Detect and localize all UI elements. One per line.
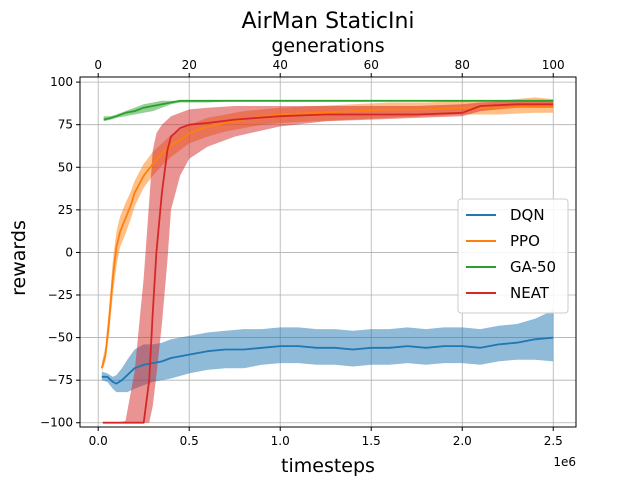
secondary-x-tick-label: 40 [273, 58, 288, 72]
legend-label-dqn: DQN [510, 206, 545, 224]
x-tick-label: 0.5 [180, 434, 199, 448]
secondary-x-tick-label: 80 [455, 58, 470, 72]
line-dqn [101, 336, 554, 385]
y-tick-label: −100 [40, 416, 73, 430]
y-tick-label: 25 [58, 203, 73, 217]
chart-title: AirMan StaticIni [241, 9, 414, 34]
y-tick-label: 50 [58, 160, 73, 174]
y-tick-label: −75 [48, 373, 73, 387]
y-tick-label: 100 [50, 75, 73, 89]
x-axis-label: timesteps [281, 455, 375, 477]
line-neat [102, 103, 554, 424]
axis-ticks: 0.0 0.5 1.0 1.5 2.0 2.5 100 75 50 25 0 −25 −50 −75 −10… [40, 58, 565, 448]
secondary-x-axis-label: generations [271, 35, 384, 57]
secondary-x-tick-label: 20 [182, 58, 197, 72]
legend-label-ga-50: GA-50 [510, 258, 556, 276]
y-tick-label: −25 [48, 288, 73, 302]
y-tick-label: −50 [48, 331, 73, 345]
line-ppo [100, 105, 554, 369]
legend-box [457, 198, 569, 314]
secondary-x-tick-label: 60 [364, 58, 379, 72]
legend-label-neat: NEAT [510, 284, 550, 302]
secondary-x-tick-label: 100 [542, 58, 565, 72]
x-tick-label: 1.0 [271, 434, 290, 448]
legend: DQN PPO GA-50 NEAT [457, 198, 569, 314]
x-tick-label: 2.5 [544, 434, 563, 448]
line-ga-50 [103, 99, 554, 121]
x-axis-offset-label: 1e6 [553, 455, 576, 469]
y-tick-label: 75 [58, 118, 73, 132]
series-lines [100, 99, 554, 424]
x-tick-label: 0.0 [89, 434, 108, 448]
x-tick-label: 1.5 [362, 434, 381, 448]
secondary-x-tick-label: 0 [94, 58, 102, 72]
y-axis-label: rewards [8, 220, 30, 296]
band-dqn [101, 310, 554, 393]
legend-label-ppo: PPO [510, 232, 540, 250]
x-tick-label: 2.0 [453, 434, 472, 448]
y-tick-label: 0 [65, 245, 73, 259]
